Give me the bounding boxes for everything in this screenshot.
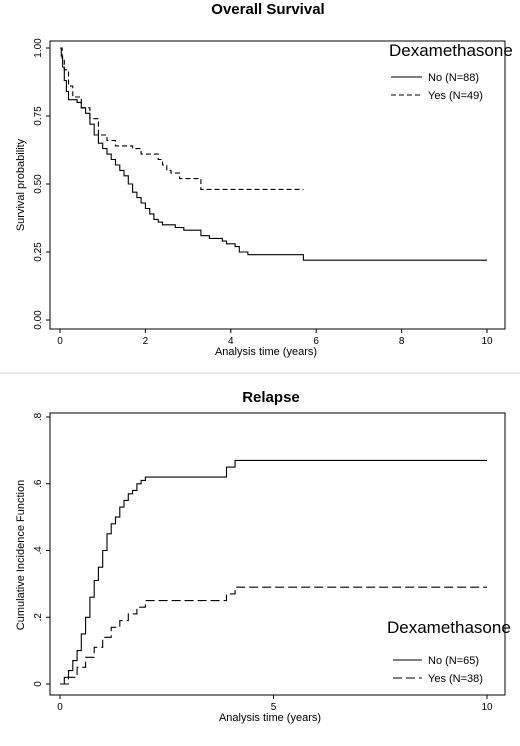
x-axis-label: Analysis time (years) xyxy=(215,346,317,358)
x-tick-label: 0 xyxy=(57,336,63,347)
legend-label: Yes (N=49) xyxy=(428,90,483,102)
series-line-yes xyxy=(60,47,304,190)
chart-title: Overall Survival xyxy=(211,1,324,18)
y-tick-label: .4 xyxy=(33,546,44,555)
legend-title: Dexamethasone xyxy=(389,41,513,60)
x-tick-label: 4 xyxy=(228,336,234,347)
x-tick-label: 5 xyxy=(271,702,277,713)
y-tick-label: .6 xyxy=(33,479,44,488)
x-axis-ticks: 0 2 4 6 8 10 xyxy=(57,329,493,347)
y-axis-label: Cumulative Incidence Function xyxy=(15,480,27,630)
x-tick-label: 2 xyxy=(143,336,149,347)
x-tick-label: 10 xyxy=(481,336,493,347)
legend-label: Yes (N=38) xyxy=(428,673,483,685)
overall-survival-panel: Overall Survival 0 2 4 6 8 10 0.00 0.25 0.50 0.7… xyxy=(15,1,513,358)
chart-title: Relapse xyxy=(242,389,300,406)
series-line-no xyxy=(60,47,487,261)
legend: Dexamethasone No (N=65) Yes (N=38) xyxy=(387,618,511,685)
plot-frame xyxy=(49,40,506,330)
series-line-no xyxy=(60,459,487,685)
y-axis-ticks: 0.00 0.25 0.50 0.75 1.00 xyxy=(33,38,50,330)
x-tick-label: 10 xyxy=(481,702,493,713)
x-axis-ticks: 0 5 10 xyxy=(57,695,493,713)
y-tick-label: 0.25 xyxy=(33,242,44,262)
series-layer xyxy=(60,47,487,261)
y-axis-ticks: 0 .2 .4 .6 .8 xyxy=(33,412,50,687)
relapse-panel: Relapse 0 5 10 0 .2 .4 .6 .8 Analysis time (ye… xyxy=(15,389,511,724)
plot-frame xyxy=(49,412,506,696)
x-tick-label: 6 xyxy=(313,336,319,347)
x-tick-label: 8 xyxy=(399,336,405,347)
y-tick-label: 0.00 xyxy=(33,310,44,330)
y-tick-label: 0.50 xyxy=(33,174,44,194)
y-tick-label: .2 xyxy=(33,613,44,622)
series-line-yes xyxy=(60,586,487,685)
y-tick-label: 1.00 xyxy=(33,38,44,58)
x-axis-label: Analysis time (years) xyxy=(219,712,321,724)
legend-title: Dexamethasone xyxy=(387,618,511,637)
y-tick-label: 0.75 xyxy=(33,106,44,126)
y-tick-label: 0 xyxy=(33,681,44,687)
legend-label: No (N=65) xyxy=(428,655,479,667)
y-axis-label: Survival probability xyxy=(15,138,27,231)
series-layer xyxy=(60,459,487,685)
legend: Dexamethasone No (N=88) Yes (N=49) xyxy=(389,41,513,102)
y-tick-label: .8 xyxy=(33,412,44,421)
x-tick-label: 0 xyxy=(57,702,63,713)
legend-label: No (N=88) xyxy=(428,72,479,84)
